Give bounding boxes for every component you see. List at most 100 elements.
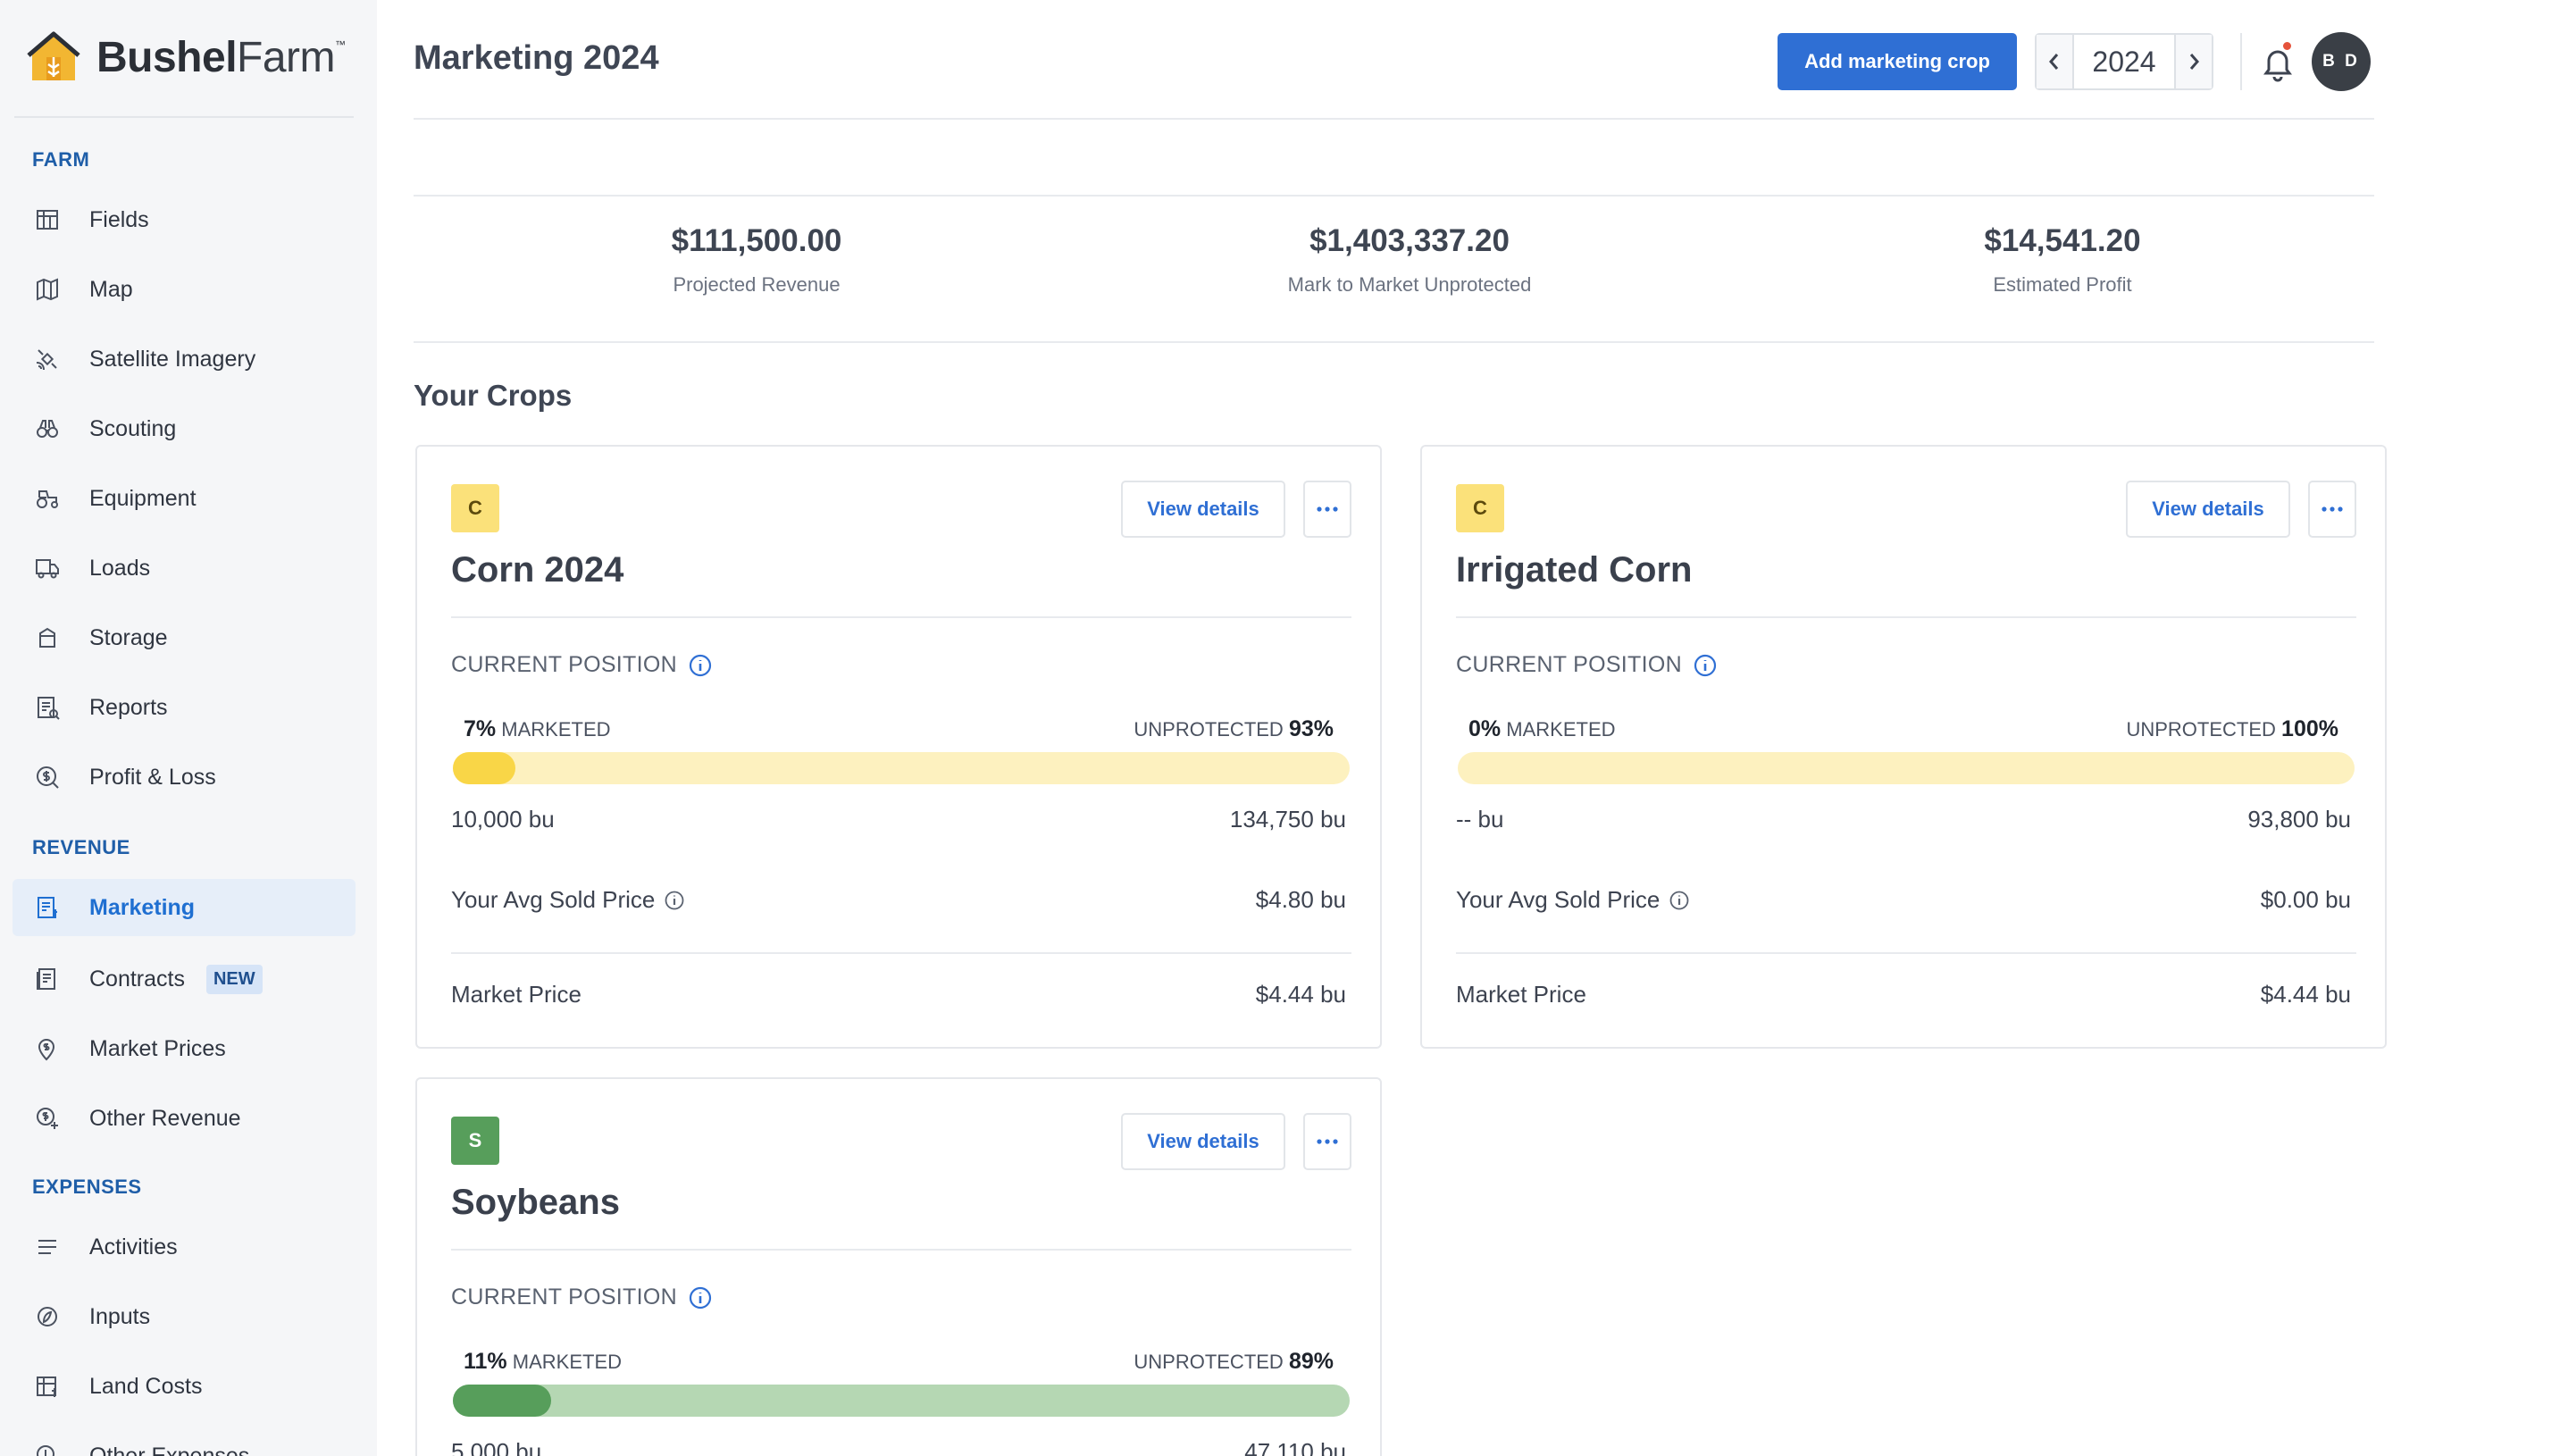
sidebar-item-marketing[interactable]: Marketing (13, 879, 356, 936)
marketed-progress-bar (1458, 752, 2355, 784)
sidebar-item-label: Reports (89, 694, 168, 720)
more-dots-icon (2322, 506, 2343, 512)
year-selector: 2024 (2035, 33, 2213, 90)
current-position-text: CURRENT POSITION (1456, 652, 1682, 677)
stat-value: $1,403,337.20 (1309, 223, 1510, 258)
map-icon (32, 274, 63, 305)
sidebar-item-scouting[interactable]: Scouting (13, 400, 356, 457)
sidebar-item-loads[interactable]: Loads (13, 540, 356, 597)
contract-icon (32, 964, 63, 994)
divider (451, 1249, 1351, 1251)
sidebar-item-inputs[interactable]: Inputs (13, 1288, 356, 1345)
stat-mark-to-market: $1,403,337.20 Mark to Market Unprotected (1222, 223, 1597, 297)
divider (414, 118, 2374, 120)
page-title: Marketing 2024 (414, 39, 659, 77)
crop-name: Corn 2024 (451, 550, 624, 590)
avg-sold-price-value: $0.00 bu (2260, 886, 2351, 913)
stat-value: $111,500.00 (671, 223, 842, 258)
sidebar-item-reports[interactable]: Reports (13, 679, 356, 736)
section-title-farm: FARM (32, 148, 90, 171)
chevron-right-icon (2189, 54, 2199, 70)
more-dots-icon (1317, 506, 1338, 512)
crop-card-soybeans: S View details Soybeans CURRENT POSITION… (415, 1077, 1382, 1456)
divider (414, 341, 2374, 343)
current-position-label: CURRENT POSITION (1456, 652, 1718, 678)
divider (14, 116, 354, 118)
sidebar-item-storage[interactable]: Storage (13, 609, 356, 666)
divider (1456, 616, 2356, 618)
tractor-icon (32, 483, 63, 514)
brand-logo[interactable]: BushelFarm™ (27, 29, 346, 86)
next-year-button[interactable] (2174, 35, 2212, 88)
divider (451, 616, 1351, 618)
marketed-percent: 0% MARKETED (1468, 716, 1616, 741)
view-details-button[interactable]: View details (1121, 1113, 1285, 1170)
info-icon[interactable] (688, 653, 713, 678)
stat-value: $14,541.20 (1984, 223, 2141, 258)
sidebar-item-map[interactable]: Map (13, 261, 356, 318)
avg-sold-price-value: $4.80 bu (1255, 886, 1346, 913)
marketed-percent: 7% MARKETED (464, 716, 611, 741)
unprotected-bushels: 47,110 bu (1244, 1438, 1346, 1456)
avatar[interactable]: B D (2312, 32, 2371, 91)
more-options-button[interactable] (1303, 481, 1351, 538)
more-options-button[interactable] (1303, 1113, 1351, 1170)
notifications-bell-icon[interactable] (2255, 39, 2301, 86)
sidebar-item-label: Activities (89, 1234, 178, 1259)
marketed-bushels: 10,000 bu (451, 806, 555, 833)
sidebar-item-label: Contracts (89, 966, 185, 992)
sidebar-item-equipment[interactable]: Equipment (13, 470, 356, 527)
sidebar-item-profit-loss[interactable]: Profit & Loss (13, 749, 356, 806)
view-details-button[interactable]: View details (2126, 481, 2290, 538)
activities-icon (32, 1232, 63, 1262)
sidebar-item-label: Scouting (89, 415, 177, 441)
sidebar-item-label: Market Prices (89, 1035, 226, 1061)
current-position-label: CURRENT POSITION (451, 652, 713, 678)
sidebar-item-label: Equipment (89, 485, 197, 511)
info-icon[interactable] (664, 890, 685, 911)
info-icon[interactable] (1669, 890, 1690, 911)
sidebar-item-other-revenue[interactable]: Other Revenue (13, 1090, 356, 1147)
sidebar-item-other-expenses[interactable]: Other Expenses (13, 1427, 356, 1456)
sidebar-item-label: Inputs (89, 1303, 151, 1329)
add-marketing-crop-button[interactable]: Add marketing crop (1778, 33, 2017, 90)
unprotected-bushels: 134,750 bu (1229, 806, 1346, 833)
marketed-percent: 11% MARKETED (464, 1349, 623, 1374)
expense-icon (32, 1441, 63, 1456)
sidebar: BushelFarm™ FARM Fields Map Satellite Im… (0, 0, 377, 1456)
divider (1456, 952, 2356, 954)
crop-tag: C (451, 484, 499, 532)
avg-sold-price-label: Your Avg Sold Price (1456, 886, 1690, 914)
fields-icon (32, 205, 63, 235)
info-icon[interactable] (1693, 653, 1718, 678)
unprotected-bushels: 93,800 bu (2247, 806, 2351, 833)
sidebar-item-activities[interactable]: Activities (13, 1218, 356, 1276)
chevron-left-icon (2049, 54, 2059, 70)
sidebar-item-land-costs[interactable]: Land Costs (13, 1358, 356, 1415)
view-details-button[interactable]: View details (1121, 481, 1285, 538)
section-title-revenue: REVENUE (32, 836, 130, 858)
current-position-label: CURRENT POSITION (451, 1284, 713, 1310)
barn-logo-icon (27, 30, 80, 84)
market-price-value: $4.44 bu (2260, 981, 2351, 1008)
market-price-label: Market Price (1456, 981, 1586, 1008)
sidebar-item-fields[interactable]: Fields (13, 191, 356, 248)
market-price-label: Market Price (451, 981, 581, 1008)
more-options-button[interactable] (2308, 481, 2356, 538)
previous-year-button[interactable] (2037, 35, 2074, 88)
sidebar-item-label: Marketing (89, 894, 196, 920)
crop-tag: C (1456, 484, 1504, 532)
satellite-icon (32, 344, 63, 374)
revenue-add-icon (32, 1103, 63, 1134)
info-icon[interactable] (688, 1285, 713, 1310)
truck-icon (32, 553, 63, 583)
divider (451, 952, 1351, 954)
market-price-value: $4.44 bu (1255, 981, 1346, 1008)
stat-estimated-profit: $14,541.20 Estimated Profit (1875, 223, 2250, 297)
sidebar-item-market-prices[interactable]: Market Prices (13, 1020, 356, 1077)
crop-name: Soybeans (451, 1183, 620, 1222)
marketed-progress-bar (453, 752, 1350, 784)
sidebar-item-contracts[interactable]: Contracts NEW (13, 950, 356, 1008)
sidebar-item-satellite-imagery[interactable]: Satellite Imagery (13, 331, 356, 388)
crop-card-corn-2024: C View details Corn 2024 CURRENT POSITIO… (415, 445, 1382, 1049)
